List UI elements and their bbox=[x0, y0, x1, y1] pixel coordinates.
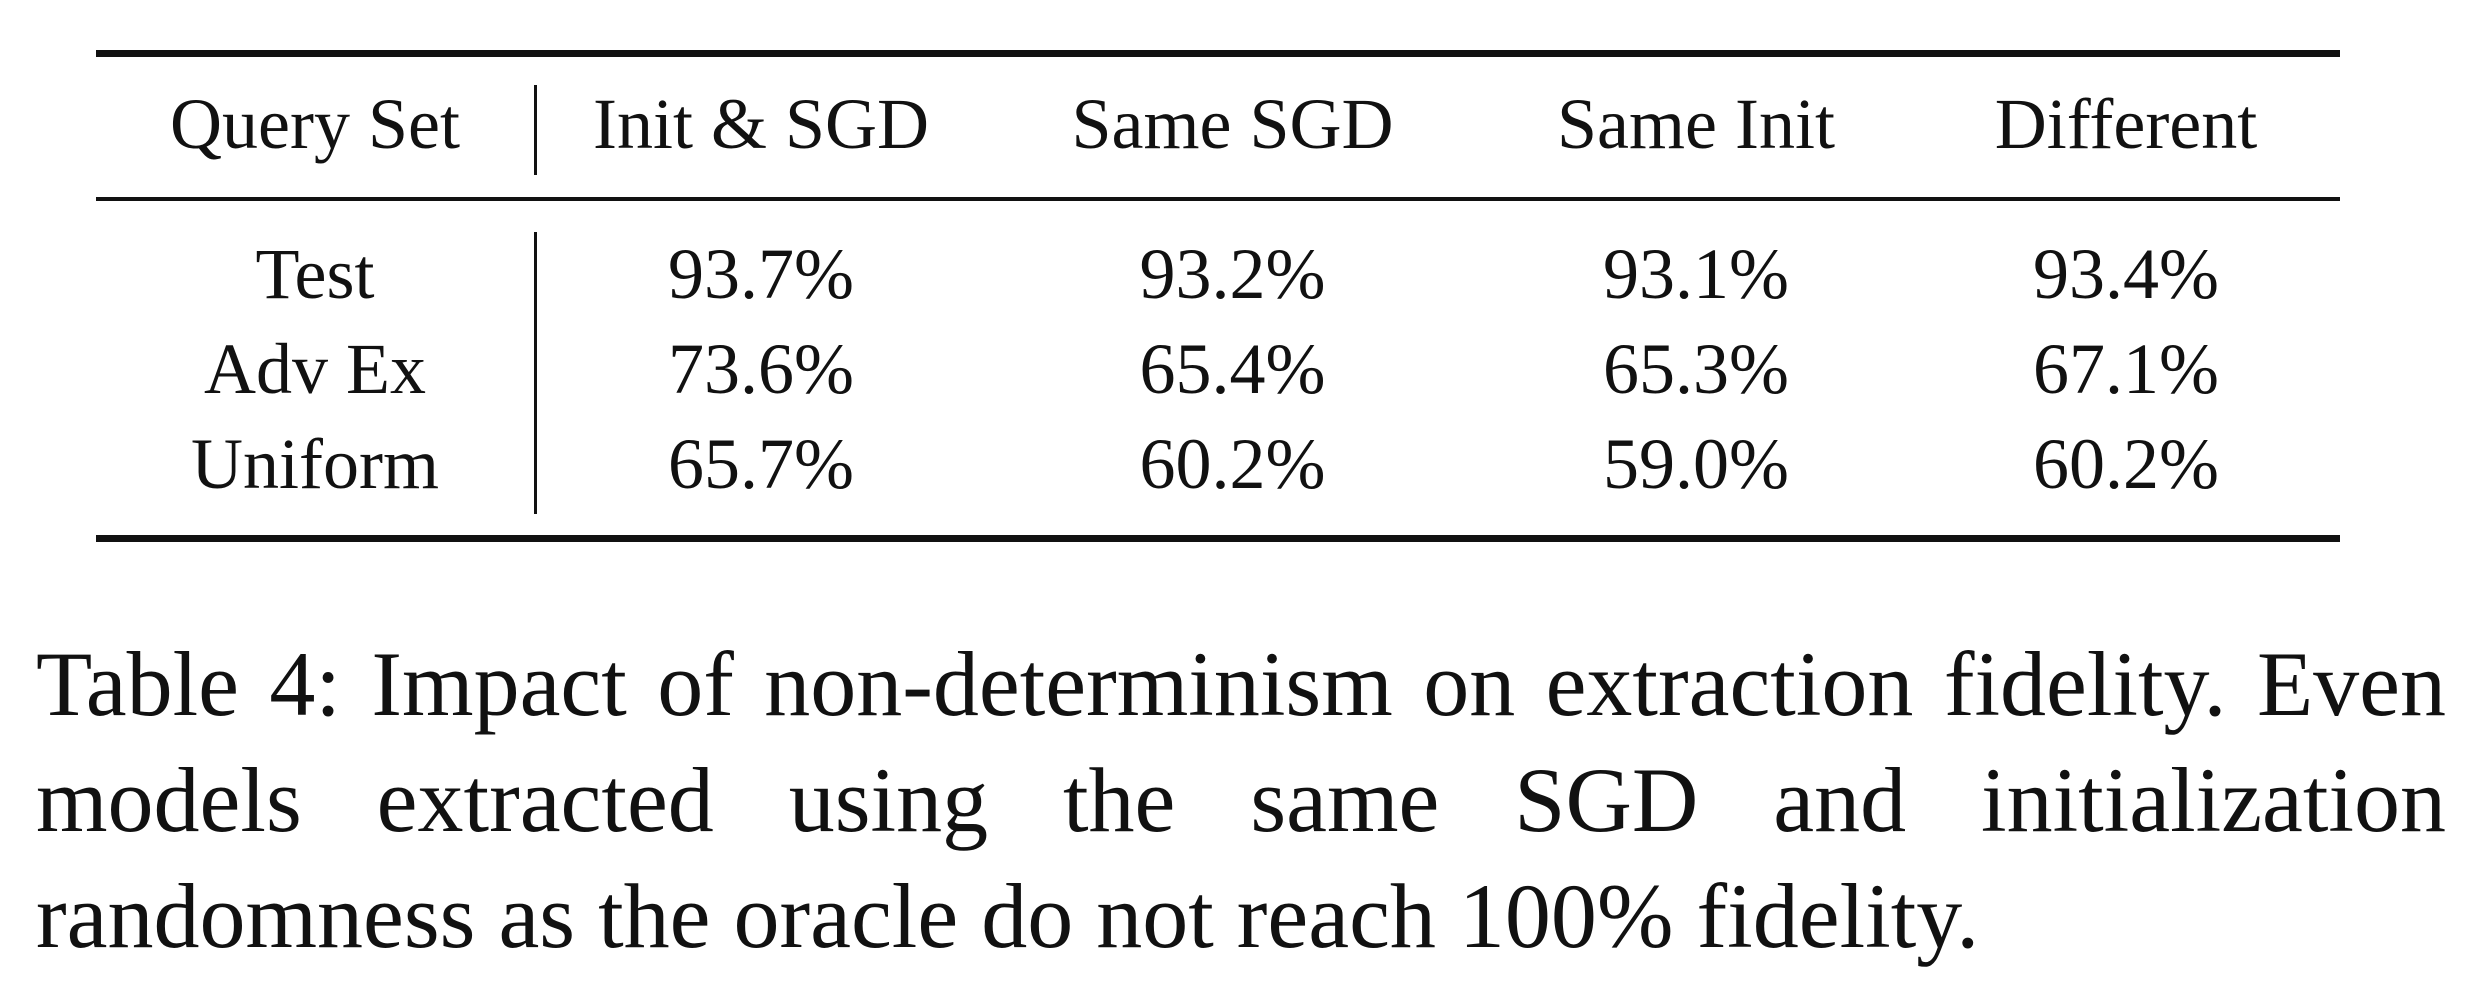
table-caption: Table 4: Impact of non-determinism on ex… bbox=[36, 633, 2446, 967]
header-different: Different bbox=[1994, 84, 2258, 164]
table-cell: 93.2% bbox=[1139, 234, 1326, 314]
table-row: Test 93.7% 93.2% 93.1% 93.4% bbox=[96, 227, 2340, 321]
table-header-rule bbox=[96, 197, 2340, 201]
table-cell: 59.0% bbox=[1603, 424, 1789, 504]
table-cell: 93.1% bbox=[1603, 234, 1789, 314]
table-cell: 93.4% bbox=[2033, 234, 2219, 314]
table-row: Uniform 65.7% 60.2% 59.0% 60.2% bbox=[96, 417, 2340, 511]
table-row: Adv Ex 73.6% 65.4% 65.3% 67.1% bbox=[96, 322, 2340, 416]
header-query-set: Query Set bbox=[170, 84, 460, 164]
row-label-uniform: Uniform bbox=[191, 424, 439, 504]
table-header-row: Query Set Init & SGD Same SGD Same Init … bbox=[96, 77, 2340, 171]
table-cell: 65.3% bbox=[1603, 329, 1789, 409]
table-cell: 67.1% bbox=[2033, 329, 2219, 409]
header-same-sgd: Same SGD bbox=[1071, 84, 1394, 164]
header-init-sgd: Init & SGD bbox=[592, 84, 930, 164]
header-same-init: Same Init bbox=[1557, 84, 1835, 164]
row-label-adv-ex: Adv Ex bbox=[204, 329, 426, 409]
table-cell: 60.2% bbox=[2033, 424, 2219, 504]
table-cell: 65.7% bbox=[668, 424, 854, 504]
table-cell: 93.7% bbox=[668, 234, 854, 314]
table-bottom-rule bbox=[96, 535, 2340, 542]
table-cell: 60.2% bbox=[1139, 424, 1326, 504]
table-top-rule bbox=[96, 50, 2340, 57]
row-label-test: Test bbox=[255, 234, 375, 314]
table-cell: 65.4% bbox=[1139, 329, 1326, 409]
body-column-divider bbox=[534, 232, 537, 514]
header-column-divider bbox=[534, 85, 537, 175]
table-cell: 73.6% bbox=[668, 329, 854, 409]
